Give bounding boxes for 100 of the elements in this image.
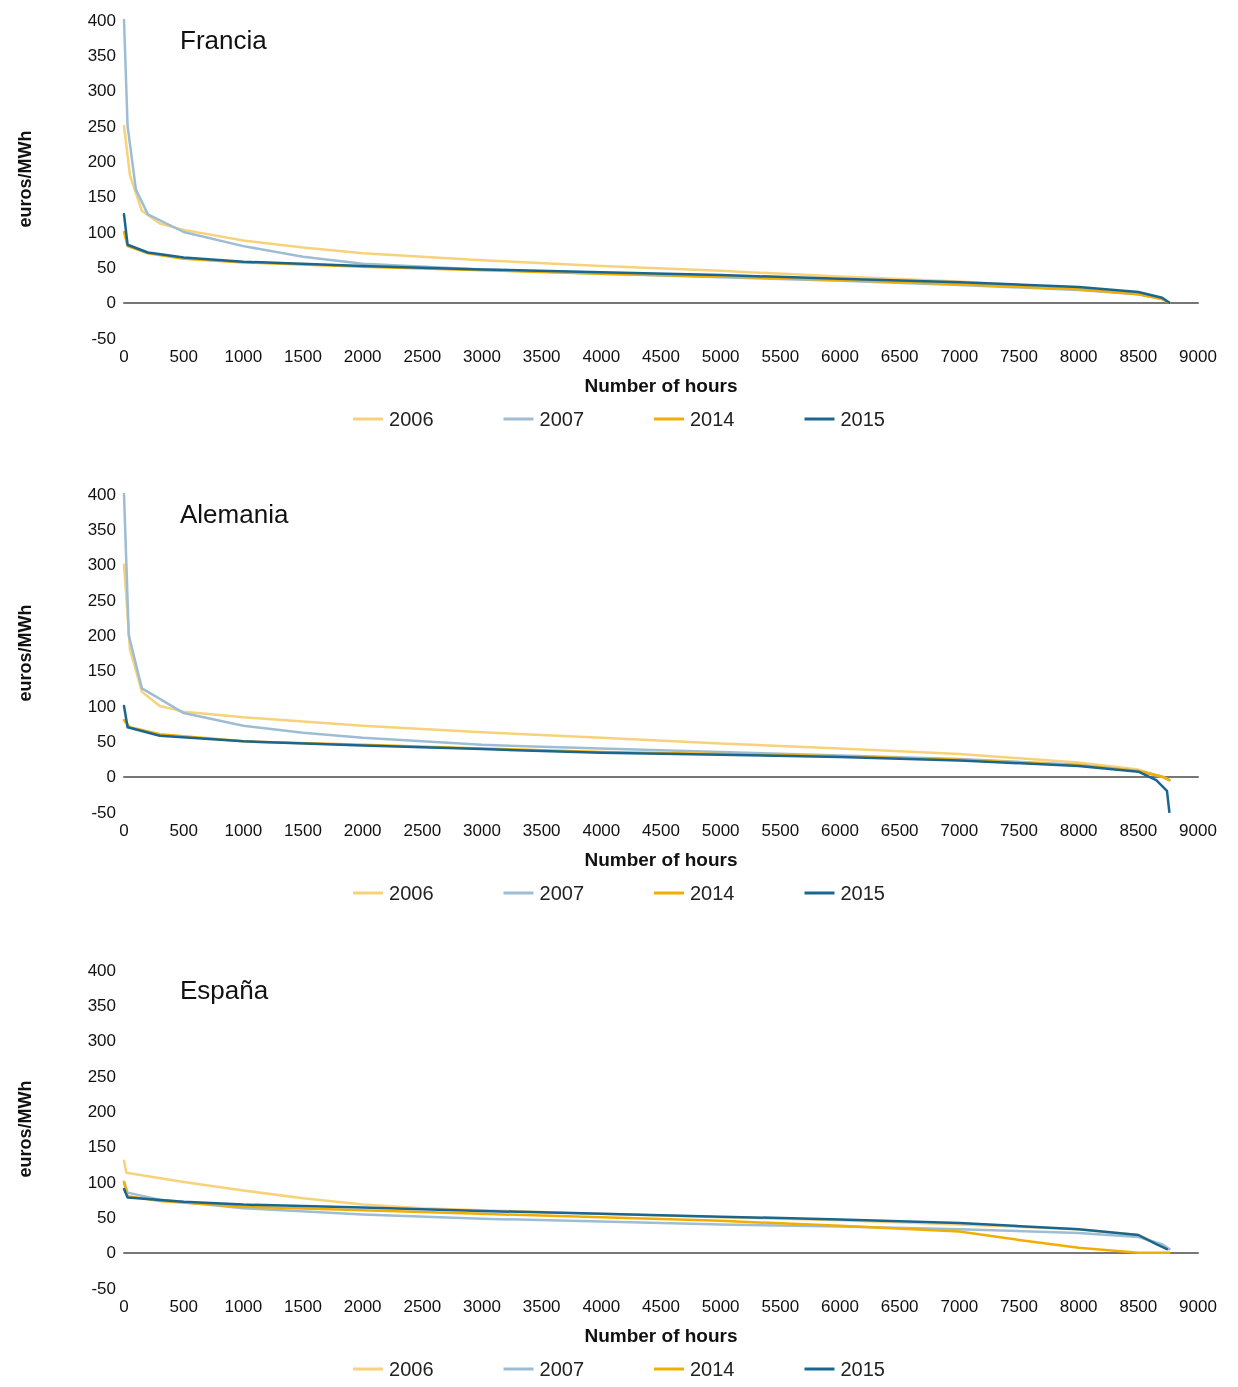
x-tick-label: 1000 bbox=[224, 1297, 263, 1316]
y-tick-label: 100 bbox=[87, 222, 116, 242]
x-tick-label: 2000 bbox=[343, 347, 382, 366]
legend-label: 2014 bbox=[690, 882, 735, 904]
x-tick-label: 1500 bbox=[284, 1297, 322, 1316]
y-tick-label: 0 bbox=[106, 293, 116, 313]
legend-label: 2015 bbox=[840, 1358, 885, 1380]
y-tick-label: 0 bbox=[106, 767, 116, 787]
x-axis-title: Number of hours bbox=[584, 849, 738, 870]
y-tick-label: 50 bbox=[97, 1207, 116, 1227]
x-tick-label: 0 bbox=[119, 1297, 129, 1316]
chart-title: Francia bbox=[180, 25, 268, 55]
x-tick-label: 1000 bbox=[224, 347, 263, 366]
x-tick-label: 6500 bbox=[880, 347, 919, 366]
y-tick-label: 150 bbox=[87, 661, 116, 681]
y-tick-label: 300 bbox=[87, 1031, 116, 1051]
x-tick-label: 5500 bbox=[761, 821, 800, 840]
x-tick-label: 1000 bbox=[224, 821, 263, 840]
y-tick-label: 50 bbox=[97, 257, 116, 277]
x-tick-label: 5000 bbox=[701, 347, 740, 366]
chart-title: Alemania bbox=[180, 499, 289, 529]
legend-label: 2007 bbox=[539, 1358, 585, 1380]
x-tick-label: 2000 bbox=[343, 821, 382, 840]
y-tick-label: 200 bbox=[87, 1101, 116, 1121]
x-tick-label: 500 bbox=[169, 347, 198, 366]
x-tick-label: 9000 bbox=[1179, 1297, 1217, 1316]
x-tick-label: 3500 bbox=[522, 1297, 561, 1316]
x-tick-label: 8500 bbox=[1119, 1297, 1158, 1316]
x-tick-label: 2500 bbox=[403, 1297, 442, 1316]
x-tick-label: 8500 bbox=[1119, 821, 1158, 840]
x-tick-label: 3500 bbox=[522, 347, 561, 366]
y-tick-label: 350 bbox=[87, 45, 116, 65]
x-tick-label: 3000 bbox=[463, 821, 501, 840]
y-tick-label: 100 bbox=[87, 696, 116, 716]
x-tick-label: 4000 bbox=[582, 347, 621, 366]
y-tick-label: 350 bbox=[87, 519, 116, 539]
legend-label: 2006 bbox=[389, 1358, 434, 1380]
y-tick-label: 0 bbox=[106, 1243, 116, 1263]
y-axis-title: euros/MWh bbox=[15, 604, 35, 702]
x-tick-label: 0 bbox=[119, 347, 129, 366]
y-tick-label: 400 bbox=[87, 960, 116, 980]
x-axis-title: Number of hours bbox=[584, 1325, 738, 1346]
x-tick-label: 4000 bbox=[582, 821, 621, 840]
legend-label: 2015 bbox=[840, 408, 885, 430]
x-tick-label: 6500 bbox=[880, 821, 919, 840]
y-tick-label: 300 bbox=[87, 555, 116, 575]
x-tick-label: 7500 bbox=[1000, 821, 1038, 840]
x-tick-label: 6000 bbox=[821, 347, 859, 366]
x-tick-label: 8000 bbox=[1059, 821, 1098, 840]
x-tick-label: 2000 bbox=[343, 1297, 382, 1316]
x-tick-label: 2500 bbox=[403, 821, 442, 840]
y-axis-title: euros/MWh bbox=[15, 130, 35, 228]
x-tick-label: 8500 bbox=[1119, 347, 1158, 366]
x-tick-label: 4000 bbox=[582, 1297, 621, 1316]
y-axis-title: euros/MWh bbox=[15, 1080, 35, 1178]
legend-label: 2014 bbox=[690, 408, 735, 430]
x-tick-label: 8000 bbox=[1059, 347, 1098, 366]
x-tick-label: 6500 bbox=[880, 1297, 919, 1316]
x-tick-label: 4500 bbox=[642, 347, 680, 366]
x-tick-label: 0 bbox=[119, 821, 129, 840]
x-tick-label: 8000 bbox=[1059, 1297, 1098, 1316]
legend-label: 2014 bbox=[690, 1358, 735, 1380]
y-tick-label: 150 bbox=[87, 1137, 116, 1157]
legend-label: 2015 bbox=[840, 882, 885, 904]
x-tick-label: 5500 bbox=[761, 1297, 800, 1316]
chart-title: España bbox=[180, 975, 269, 1005]
x-tick-label: 7000 bbox=[940, 1297, 979, 1316]
x-tick-label: 4500 bbox=[642, 1297, 680, 1316]
x-tick-label: 3500 bbox=[522, 821, 561, 840]
x-tick-label: 6000 bbox=[821, 821, 859, 840]
y-tick-label: 150 bbox=[87, 187, 116, 207]
x-tick-label: 7000 bbox=[940, 347, 979, 366]
y-tick-label: 250 bbox=[87, 1066, 116, 1086]
y-tick-label: -50 bbox=[91, 328, 116, 348]
y-tick-label: 200 bbox=[87, 625, 116, 645]
x-tick-label: 5000 bbox=[701, 1297, 740, 1316]
x-tick-label: 9000 bbox=[1179, 347, 1217, 366]
y-tick-label: 300 bbox=[87, 81, 116, 101]
x-tick-label: 9000 bbox=[1179, 821, 1217, 840]
y-tick-label: 400 bbox=[87, 484, 116, 504]
x-tick-label: 1500 bbox=[284, 347, 322, 366]
legend-label: 2006 bbox=[389, 882, 434, 904]
y-tick-label: 250 bbox=[87, 116, 116, 136]
legend-label: 2007 bbox=[539, 882, 585, 904]
x-tick-label: 3000 bbox=[463, 347, 501, 366]
x-tick-label: 6000 bbox=[821, 1297, 859, 1316]
y-tick-label: 400 bbox=[87, 10, 116, 30]
x-tick-label: 500 bbox=[169, 821, 198, 840]
x-tick-label: 5000 bbox=[701, 821, 740, 840]
x-tick-label: 2500 bbox=[403, 347, 442, 366]
x-tick-label: 5500 bbox=[761, 347, 800, 366]
x-tick-label: 7000 bbox=[940, 821, 979, 840]
legend-label: 2007 bbox=[539, 408, 585, 430]
x-tick-label: 7500 bbox=[1000, 1297, 1038, 1316]
y-tick-label: 250 bbox=[87, 590, 116, 610]
y-tick-label: 350 bbox=[87, 995, 116, 1015]
y-tick-label: 100 bbox=[87, 1172, 116, 1192]
x-tick-label: 7500 bbox=[1000, 347, 1038, 366]
x-tick-label: 500 bbox=[169, 1297, 198, 1316]
y-tick-label: 200 bbox=[87, 151, 116, 171]
